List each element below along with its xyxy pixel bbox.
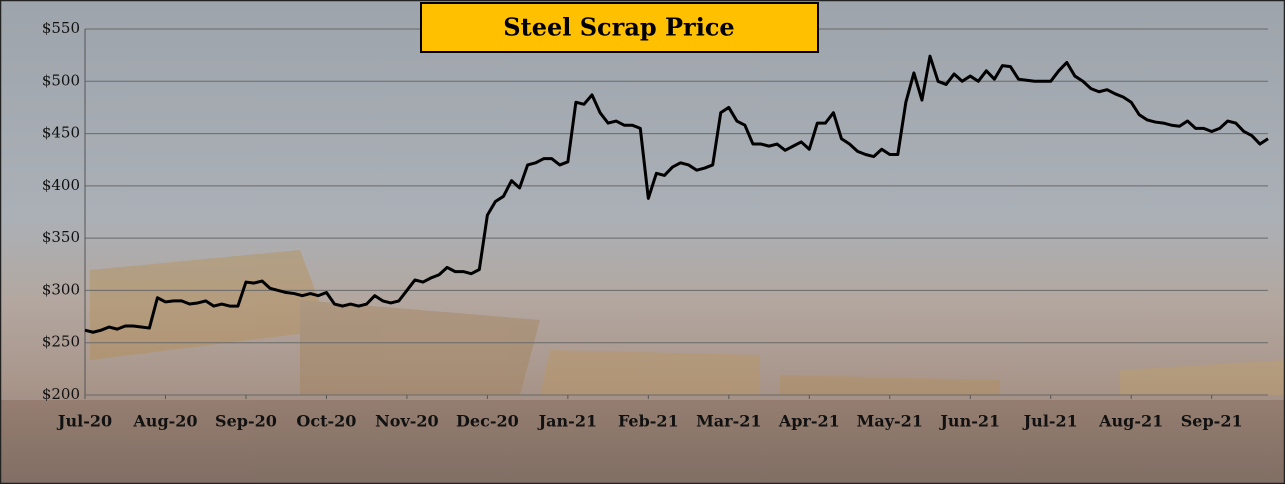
y-tick-label: $400 — [42, 176, 80, 194]
chart-title: Steel Scrap Price — [503, 13, 734, 42]
x-tick-label: Mar-21 — [696, 412, 761, 431]
x-tick-label: Jun-21 — [938, 412, 1000, 431]
x-tick-label: Dec-20 — [456, 412, 519, 431]
y-tick-label: $350 — [42, 228, 80, 246]
x-tick-label: Sep-21 — [1181, 412, 1243, 431]
y-tick-label: $500 — [42, 71, 80, 89]
y-tick-label: $300 — [42, 280, 80, 298]
x-tick-label: Oct-20 — [296, 412, 356, 431]
x-tick-label: May-21 — [857, 412, 923, 431]
background-photo — [0, 250, 1285, 484]
title-box — [420, 2, 819, 53]
y-tick-label: $550 — [42, 19, 80, 37]
y-tick-label: $200 — [42, 385, 80, 403]
x-tick-label: Aug-21 — [1098, 412, 1163, 431]
x-tick-label: Feb-21 — [618, 412, 679, 431]
x-tick-label: Jan-21 — [537, 412, 597, 431]
x-tick-label: Jul-21 — [1022, 412, 1078, 431]
plot-area: $200 $250 $300 $350 $400 $450 $500 $550 Jul-20 Au… — [42, 19, 1269, 431]
x-tick-label: Sep-20 — [215, 412, 277, 431]
price-line — [84, 54, 1269, 334]
x-tick-label: Aug-20 — [132, 412, 197, 431]
x-tick-label: Nov-20 — [375, 412, 439, 431]
y-tick-label: $250 — [42, 333, 80, 351]
x-tick-label: Jul-20 — [56, 412, 112, 431]
x-tick-label: Apr-21 — [778, 412, 840, 431]
y-tick-label: $450 — [42, 124, 80, 142]
